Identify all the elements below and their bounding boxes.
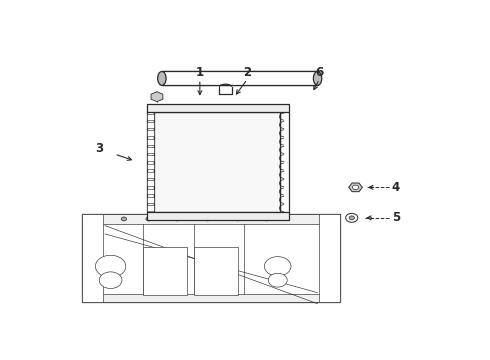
- Bar: [147, 104, 289, 112]
- Bar: [147, 155, 154, 161]
- Circle shape: [235, 217, 241, 221]
- Bar: [162, 72, 318, 85]
- Text: 1: 1: [196, 66, 204, 79]
- Circle shape: [96, 255, 126, 278]
- Circle shape: [99, 272, 122, 288]
- Bar: [82, 214, 103, 302]
- Circle shape: [146, 217, 151, 221]
- Circle shape: [345, 213, 358, 222]
- Bar: [147, 180, 154, 186]
- Bar: [147, 130, 154, 136]
- Ellipse shape: [314, 72, 322, 85]
- Circle shape: [268, 273, 287, 287]
- Circle shape: [174, 217, 180, 221]
- Bar: [319, 214, 341, 302]
- Bar: [194, 247, 238, 296]
- Bar: [147, 164, 154, 170]
- Bar: [82, 214, 341, 302]
- Text: 6: 6: [316, 66, 323, 79]
- Bar: [147, 205, 154, 211]
- Circle shape: [265, 257, 291, 276]
- Bar: [154, 112, 280, 212]
- Bar: [147, 114, 154, 120]
- Bar: [147, 122, 154, 128]
- Bar: [82, 214, 341, 224]
- Bar: [147, 197, 154, 203]
- Bar: [147, 147, 154, 153]
- Circle shape: [352, 185, 359, 190]
- Text: 2: 2: [243, 66, 251, 79]
- Circle shape: [121, 217, 126, 221]
- Circle shape: [264, 217, 269, 221]
- Ellipse shape: [158, 72, 166, 85]
- Circle shape: [349, 216, 354, 220]
- Bar: [147, 172, 154, 178]
- Text: 4: 4: [392, 181, 400, 194]
- Bar: [143, 247, 187, 296]
- Bar: [147, 189, 154, 194]
- Circle shape: [205, 217, 210, 221]
- Bar: [147, 212, 289, 220]
- Bar: [147, 139, 154, 144]
- Bar: [82, 294, 341, 302]
- Text: 3: 3: [95, 142, 103, 155]
- Text: 5: 5: [392, 211, 400, 224]
